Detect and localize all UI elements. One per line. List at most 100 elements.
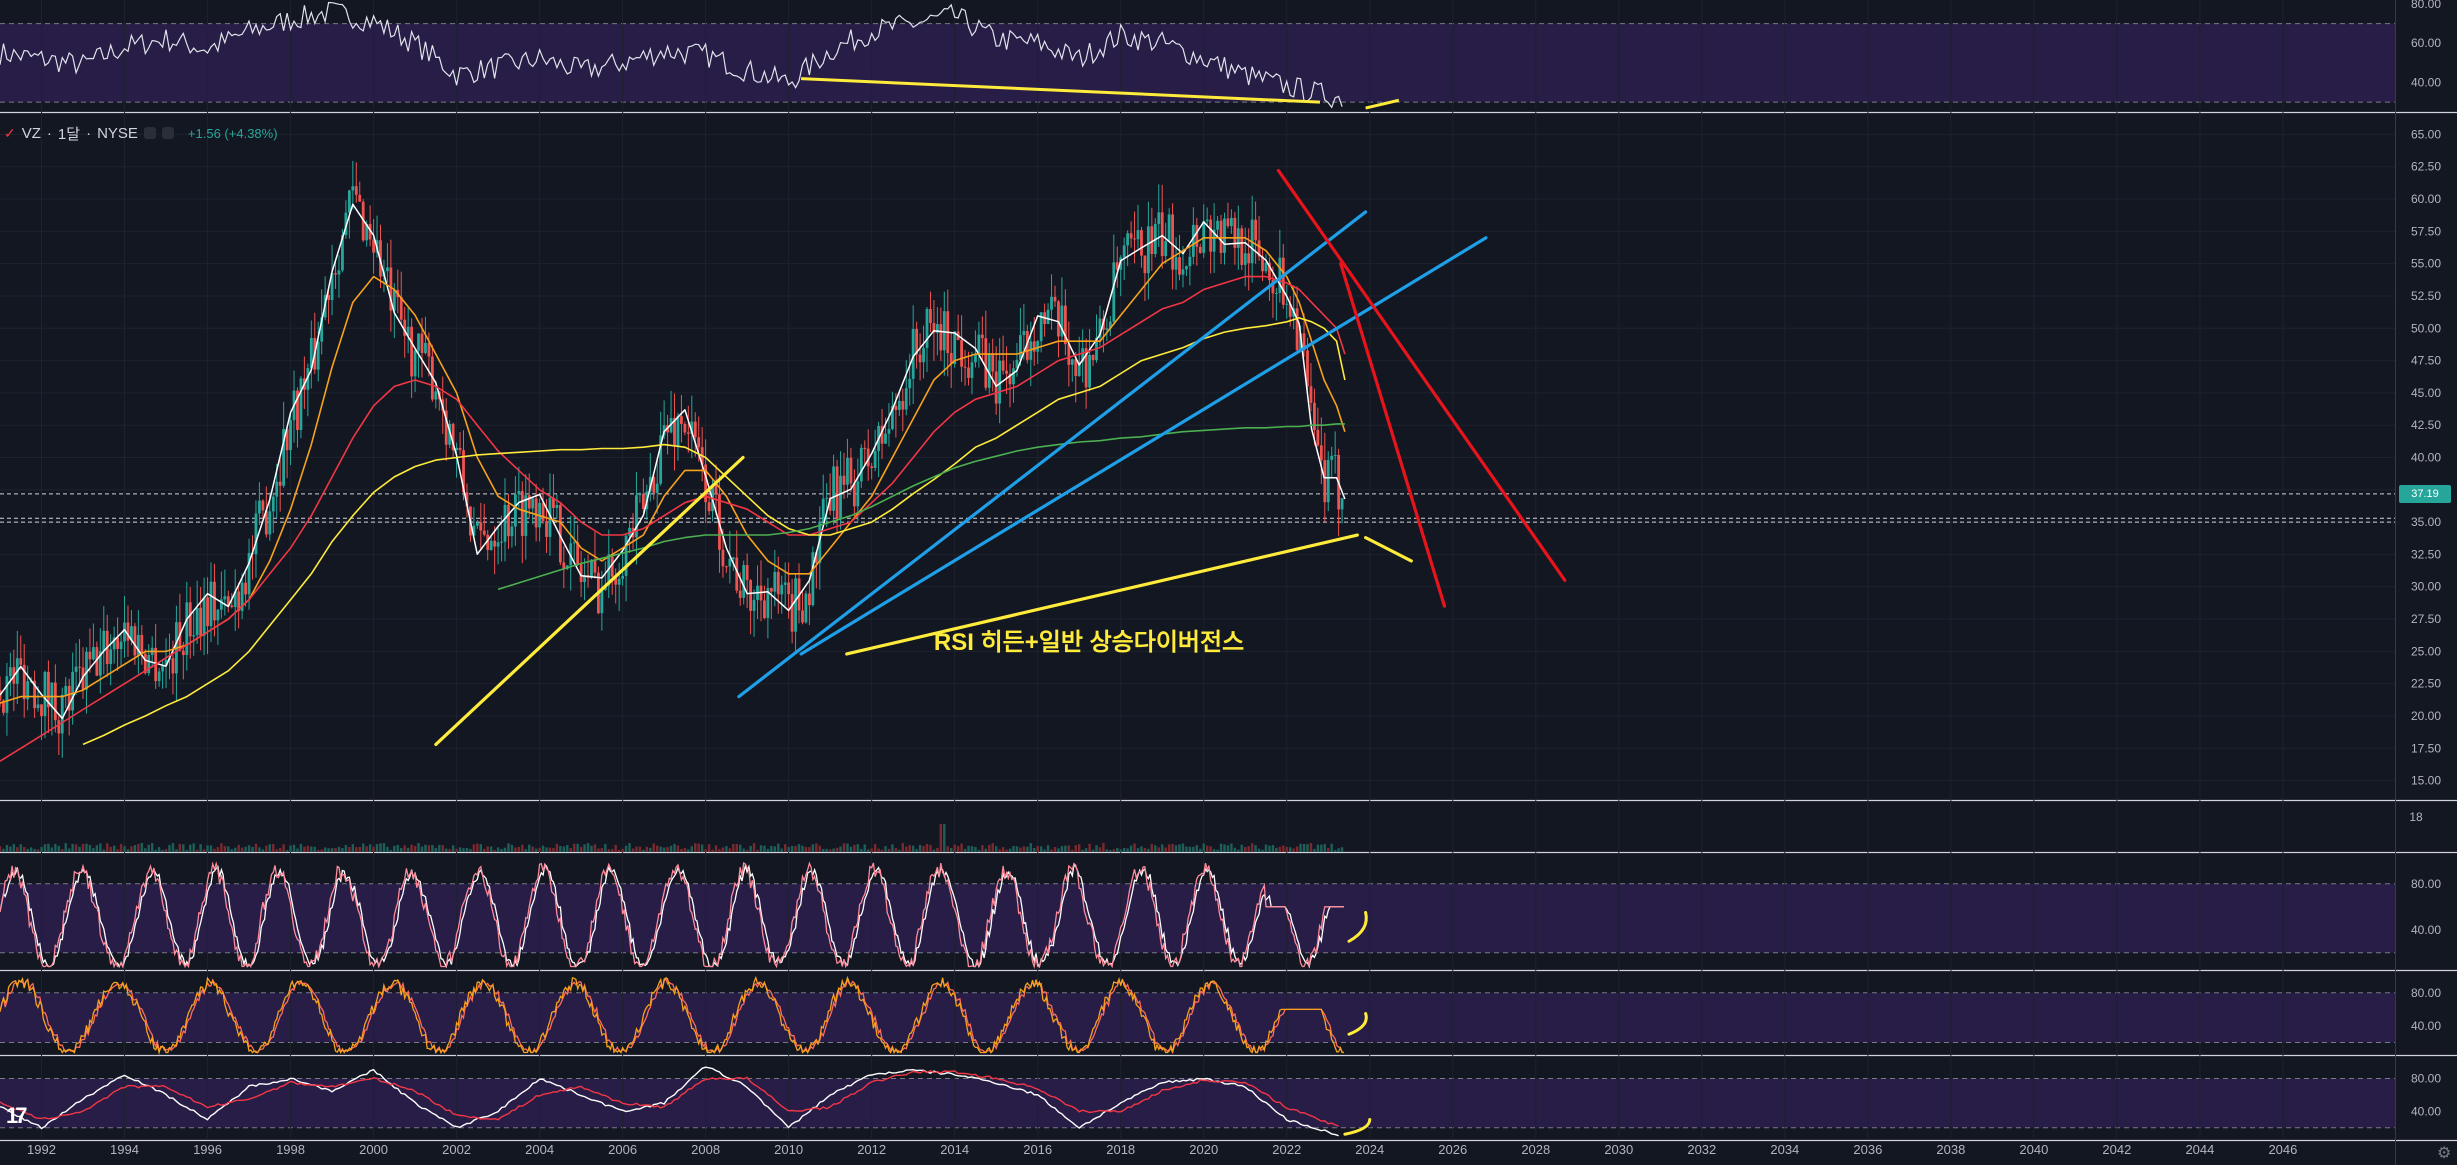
volume-bar [220, 843, 223, 852]
price-candle [1243, 253, 1247, 265]
price-candle [1261, 256, 1264, 272]
x-tick-label: 2028 [1521, 1142, 1550, 1157]
price-candle [1302, 333, 1306, 351]
trendline-yellow [434, 455, 745, 747]
volume-bar [489, 846, 493, 852]
price-candle [1053, 296, 1057, 302]
volume-bar [202, 849, 206, 852]
volume-bar [552, 847, 555, 852]
tradingview-logo-icon[interactable]: 17 [6, 1103, 28, 1128]
price-candle [482, 530, 486, 535]
volume-bar [209, 845, 213, 852]
volume-bar [1216, 849, 1219, 852]
volume-bar [261, 849, 265, 852]
price-candle [1067, 344, 1071, 365]
price-candle [1108, 321, 1112, 329]
price-candle [1005, 370, 1008, 374]
gear-icon[interactable]: ⚙ [2437, 1145, 2452, 1162]
volume-bar [541, 845, 545, 852]
price-candle [424, 342, 427, 354]
volume-bar [1226, 845, 1230, 852]
volume-bar [465, 847, 469, 852]
price-candle [161, 665, 164, 672]
price-candle [1185, 266, 1188, 270]
volume-bar [514, 847, 517, 852]
volume-bar [939, 824, 943, 852]
price-candle [766, 588, 770, 618]
x-tick-label: 2042 [2102, 1142, 2131, 1157]
y-tick-label: 32.50 [2411, 547, 2441, 561]
price-candle [60, 694, 64, 734]
price-candle [264, 510, 268, 535]
volume-bar [1039, 846, 1043, 852]
volume-bar [178, 843, 182, 852]
x-tick-label: 2016 [1023, 1142, 1052, 1157]
symbol-legend[interactable]: ✓ VZ · 1달 · NYSE +1.56 (+4.38%) [4, 122, 278, 144]
stochastic-band [0, 992, 2395, 1043]
volume-bar [1029, 843, 1032, 852]
price-candle [776, 571, 780, 595]
volume-bar [725, 846, 728, 852]
rsi-band [0, 23, 2395, 103]
price-candle [78, 666, 81, 668]
volume-bar [406, 847, 410, 852]
volume-bar [593, 844, 597, 852]
volume-bar [1292, 848, 1295, 852]
x-tick-label: 2030 [1604, 1142, 1633, 1157]
volume-bar [1154, 845, 1157, 852]
volume-bar [254, 843, 258, 852]
volume-bar [303, 846, 306, 852]
price-candle [465, 492, 469, 507]
price-candle [455, 447, 458, 451]
volume-bar [694, 843, 697, 852]
price-candle [856, 481, 860, 507]
volume-bar [988, 844, 991, 852]
volume-bar [61, 849, 64, 852]
settings-menu-icon[interactable] [161, 127, 174, 139]
volume-bar [109, 846, 112, 852]
volume-bar [867, 849, 870, 852]
volume-bar [472, 844, 476, 852]
volume-bar [1333, 849, 1337, 852]
x-tick-label: 1996 [193, 1142, 222, 1157]
volume-bar [783, 844, 787, 852]
volume-bar [1240, 844, 1243, 852]
volume-bar [1133, 843, 1136, 852]
volume-bar [628, 843, 631, 852]
volume-bar [192, 843, 195, 852]
stochastic-hook-mark [1347, 1012, 1368, 1036]
volume-bar [81, 843, 85, 852]
price-candle [1247, 253, 1251, 264]
price-candle [1146, 226, 1150, 274]
volume-bar [299, 843, 303, 852]
price-candle [731, 557, 735, 559]
price-candle [742, 565, 746, 598]
volume-bar [690, 846, 693, 852]
volume-bar [635, 846, 638, 852]
price-candle [908, 378, 912, 389]
volume-bar [1278, 846, 1282, 852]
price-candle [1050, 296, 1053, 310]
volume-tick-label: 18 [2409, 810, 2423, 824]
stoch-rsi-hook-mark [1347, 911, 1368, 943]
price-candle [832, 466, 836, 511]
price-candle [195, 607, 199, 636]
volume-bar [0, 846, 2, 852]
volume-bar [1019, 847, 1022, 852]
price-candle [901, 401, 905, 410]
volume-bar [393, 845, 396, 852]
volume-bar [12, 844, 16, 852]
price-candle [1205, 219, 1209, 222]
x-tick-label: 2038 [1936, 1142, 1965, 1157]
volume-bar [728, 848, 732, 852]
price-candle [420, 333, 424, 354]
volume-bar [621, 848, 624, 852]
volume-bar [704, 849, 707, 852]
volume-bar [1178, 844, 1181, 852]
collapse-chevron-icon[interactable]: ✓ [4, 124, 16, 141]
price-candle [641, 493, 645, 510]
visibility-eye-icon[interactable] [143, 127, 156, 139]
price-candle [448, 423, 452, 445]
price-candle [552, 497, 555, 509]
